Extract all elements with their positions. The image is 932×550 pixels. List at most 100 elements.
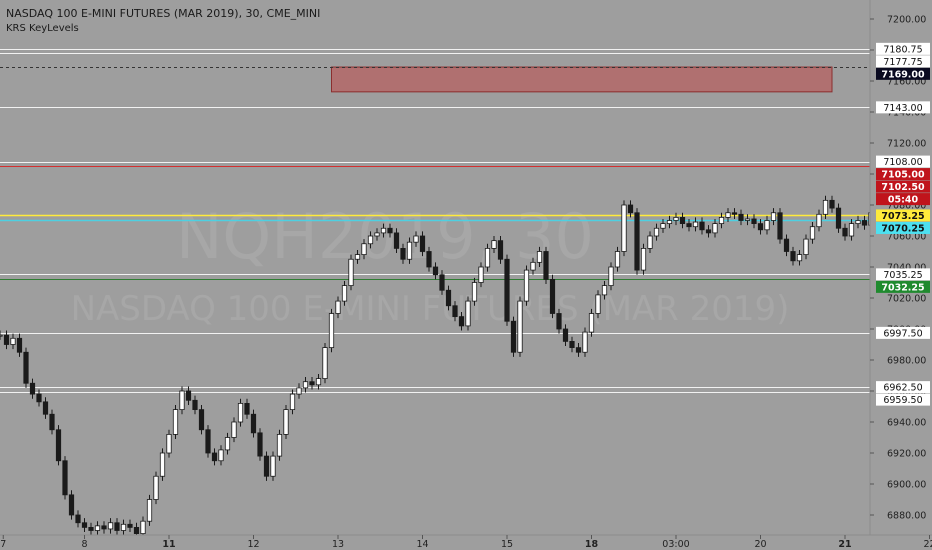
candle-body [198, 409, 205, 431]
candle-body [257, 432, 263, 457]
candle-body [0, 334, 3, 337]
level-label-text: 7070.25 [881, 223, 924, 234]
candle-body [354, 254, 361, 260]
candle-body [738, 213, 744, 221]
candle-body [29, 382, 36, 395]
candle-body [120, 523, 127, 531]
candle-body [406, 241, 413, 260]
price-tick-label: 7080.00 [887, 201, 926, 212]
candle-body [159, 452, 166, 477]
candle-body [101, 525, 107, 530]
candle-body [517, 300, 523, 353]
candle-body [341, 285, 348, 302]
candle-body [10, 337, 16, 345]
candle-body [744, 218, 751, 221]
candle-body [88, 527, 94, 531]
candle-body [231, 421, 237, 438]
candle-body [770, 212, 777, 221]
candle-body [575, 347, 582, 353]
candle-body [140, 520, 146, 535]
level-label-box [876, 67, 930, 80]
candle-body [861, 220, 868, 226]
candle-body [133, 527, 140, 535]
candle-body [81, 522, 88, 528]
candle-body [49, 413, 55, 431]
price-tick-label: 6920.00 [887, 449, 926, 460]
candle-body [653, 227, 660, 237]
candle-body [289, 393, 296, 411]
level-label-box [876, 55, 930, 68]
candle-body [445, 289, 452, 307]
candle-body [569, 340, 575, 348]
candle-body [107, 522, 114, 530]
level-label-box [876, 155, 930, 168]
supply-zone-rect[interactable] [331, 66, 833, 93]
level-label-box [876, 180, 930, 193]
candle-body [536, 251, 543, 263]
time-tick-label: 12 [247, 539, 259, 550]
indicator-label[interactable]: KRS KeyLevels [6, 23, 79, 34]
time-tick-label: 18 [585, 539, 599, 550]
candle-body [666, 220, 673, 224]
candle-body [211, 452, 218, 462]
candle-body [504, 258, 510, 322]
candle-body [699, 221, 705, 231]
candle-body [757, 223, 764, 231]
candle-body [809, 226, 816, 240]
candle-body [608, 266, 614, 287]
candle-body [829, 199, 835, 209]
candle-body [367, 235, 374, 245]
level-label-box [876, 268, 930, 281]
watermark-description: NASDAQ 100 E-MINI FUTURES (MAR 2019) [71, 289, 790, 329]
candle-body [387, 227, 393, 234]
candle-body [621, 204, 627, 252]
candle-body [400, 247, 406, 260]
candle-body [283, 409, 289, 435]
candle-body [588, 313, 595, 333]
level-label-text: 7102.50 [881, 182, 925, 193]
candle-body [413, 235, 419, 243]
candle-body [627, 204, 634, 214]
time-axis[interactable] [0, 535, 932, 550]
candle-body [361, 243, 367, 255]
chart-title[interactable]: NASDAQ 100 E-MINI FUTURES (MAR 2019), 30… [6, 7, 320, 20]
candle-body [42, 401, 49, 415]
time-tick-label: 15 [501, 539, 513, 550]
candle-body [705, 229, 712, 234]
candles [0, 172, 932, 539]
price-tick-label: 7020.00 [887, 294, 926, 305]
candle-body [62, 460, 68, 496]
candle-body [835, 207, 842, 229]
candle-body [484, 247, 491, 268]
price-axis[interactable] [870, 0, 932, 535]
candle-body [601, 285, 608, 296]
candle-body [328, 313, 335, 348]
time-tick-label: 14 [416, 539, 428, 550]
candle-body [348, 258, 354, 287]
candle-body [491, 240, 497, 249]
candle-body [764, 220, 770, 231]
candle-body [432, 266, 439, 276]
candle-body [322, 347, 328, 380]
level-label-text: 7143.00 [883, 103, 922, 114]
candle-body [634, 212, 640, 271]
time-tick-label: 22 [923, 539, 932, 550]
candle-body [270, 455, 276, 477]
price-tick-label: 7120.00 [887, 139, 926, 150]
candle-body [218, 449, 224, 462]
supply-zone[interactable] [331, 66, 833, 93]
candle-body [562, 328, 569, 342]
candle-body [848, 223, 855, 237]
candle-body [822, 199, 829, 215]
candle-body [712, 223, 718, 234]
candle-body [725, 212, 731, 218]
candle-body [549, 278, 556, 314]
candle-body [244, 402, 250, 415]
level-label-text: 7073.25 [881, 211, 924, 222]
price-tick-label: 7200.00 [887, 15, 926, 26]
level-label-text: 7177.75 [883, 57, 922, 68]
candle-body [751, 218, 757, 224]
candle-body [556, 313, 562, 330]
